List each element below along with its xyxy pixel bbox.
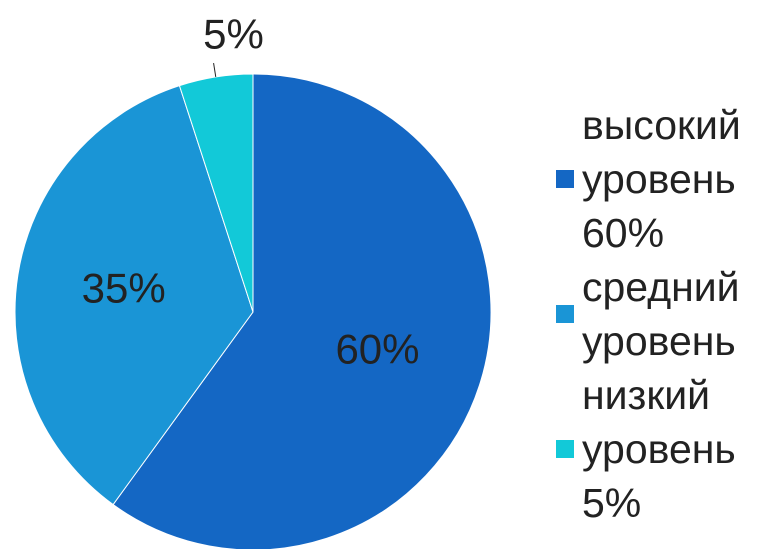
leader-line bbox=[213, 63, 217, 78]
chart: 60% 35% 5% bbox=[14, 11, 492, 549]
pie-slice bbox=[14, 85, 254, 506]
legend-label: низкий уровень 5% bbox=[582, 372, 736, 526]
legend-marker bbox=[556, 305, 574, 323]
legend-entry: низкий уровень 5% bbox=[556, 368, 772, 530]
legend-label: высокий уровень 60% bbox=[582, 102, 741, 256]
data-label: 60% bbox=[335, 326, 419, 373]
data-label: 35% bbox=[82, 265, 166, 312]
legend-marker bbox=[556, 170, 574, 188]
legend-label: средний уровень bbox=[582, 264, 740, 364]
legend-entry: средний уровень bbox=[556, 260, 772, 368]
legend-entry: высокий уровень 60% bbox=[556, 98, 772, 260]
legend: высокий уровень 60% средний уровень низкий… bbox=[556, 98, 772, 530]
data-label: 5% bbox=[203, 11, 264, 58]
pie-slice bbox=[178, 73, 254, 313]
pie-slice bbox=[112, 73, 492, 549]
legend-marker bbox=[556, 440, 574, 458]
